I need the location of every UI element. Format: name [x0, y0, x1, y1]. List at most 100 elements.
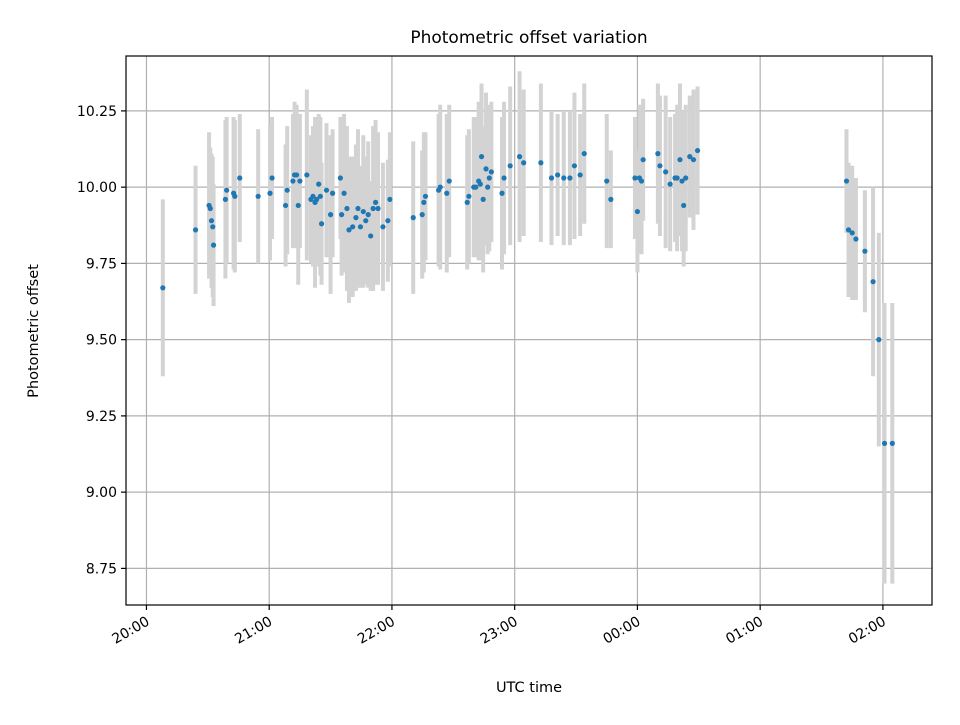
data-point	[485, 184, 491, 190]
data-point	[446, 178, 452, 184]
y-tick-label: 9.75	[86, 256, 117, 272]
data-point	[876, 337, 882, 343]
data-point	[477, 181, 483, 187]
data-point	[632, 175, 638, 181]
x-axis-label: UTC time	[496, 680, 562, 696]
data-point	[561, 175, 567, 181]
data-point	[567, 175, 573, 181]
data-point	[604, 178, 610, 184]
data-point	[365, 212, 371, 218]
data-point	[314, 196, 320, 202]
data-point	[317, 193, 323, 199]
data-point	[304, 172, 310, 178]
data-point	[677, 157, 683, 163]
data-point	[341, 190, 347, 196]
data-point	[208, 218, 215, 224]
data-point	[297, 178, 303, 184]
data-point	[330, 190, 336, 196]
y-tick-label: 10.25	[77, 104, 117, 120]
data-point	[327, 212, 334, 218]
data-point	[360, 208, 366, 215]
data-point	[210, 224, 216, 230]
data-point	[657, 163, 663, 169]
data-point	[422, 193, 429, 199]
data-point	[507, 163, 513, 169]
data-point	[290, 178, 296, 184]
data-point	[192, 227, 199, 233]
data-point	[368, 233, 374, 239]
data-point	[363, 218, 369, 224]
data-point	[638, 178, 645, 184]
y-tick-label: 10.00	[77, 180, 117, 196]
data-point	[267, 190, 273, 196]
data-point	[870, 279, 876, 285]
data-point	[667, 181, 673, 187]
data-point	[370, 205, 376, 212]
data-point	[478, 154, 485, 160]
data-point	[516, 154, 523, 160]
data-point	[655, 151, 661, 157]
data-point	[486, 175, 492, 181]
data-point	[889, 440, 895, 446]
data-point	[375, 205, 381, 212]
data-point	[845, 227, 852, 233]
data-point	[419, 212, 425, 218]
chart-title: Photometric offset variation	[410, 28, 647, 48]
data-point	[387, 196, 393, 202]
data-point	[323, 187, 330, 193]
data-point	[681, 202, 687, 209]
data-point	[294, 172, 300, 178]
data-point	[207, 205, 213, 212]
data-point	[385, 218, 391, 224]
data-point	[501, 175, 507, 181]
data-point	[679, 178, 685, 184]
data-point	[683, 175, 689, 181]
data-point	[853, 236, 859, 242]
data-point	[690, 157, 697, 163]
data-point	[355, 205, 361, 212]
data-point	[521, 160, 527, 166]
data-point	[410, 215, 416, 221]
data-point	[634, 208, 641, 215]
data-point	[548, 175, 555, 181]
y-tick-label: 9.50	[86, 333, 117, 349]
data-point	[255, 193, 261, 199]
data-point	[862, 248, 868, 254]
data-point	[663, 169, 669, 175]
data-point	[694, 147, 701, 154]
data-point	[237, 175, 243, 181]
data-point	[357, 224, 364, 230]
data-point	[344, 205, 350, 212]
y-tick-label: 9.00	[86, 485, 117, 501]
data-point	[571, 163, 578, 169]
data-point	[881, 440, 888, 446]
data-point	[577, 172, 583, 178]
data-point	[483, 166, 489, 172]
data-point	[608, 196, 614, 202]
data-point	[372, 199, 379, 205]
data-point	[421, 199, 427, 205]
y-tick-label: 8.75	[86, 561, 117, 577]
data-point	[318, 221, 325, 227]
data-point	[210, 242, 217, 248]
data-point	[222, 196, 229, 202]
y-axis-label: Photometric offset	[26, 264, 42, 398]
data-point	[380, 224, 386, 230]
data-point	[316, 181, 322, 187]
data-point	[473, 184, 479, 190]
data-point	[849, 230, 855, 236]
data-point	[232, 193, 238, 199]
data-point	[538, 160, 544, 166]
data-point	[353, 215, 359, 221]
data-point	[295, 202, 301, 209]
data-point	[160, 285, 166, 291]
data-point	[640, 157, 646, 163]
data-point	[284, 187, 290, 193]
data-points	[160, 147, 895, 446]
data-point	[350, 224, 356, 230]
data-point	[687, 154, 693, 160]
y-tick-label: 9.25	[86, 409, 117, 425]
data-point	[843, 178, 850, 184]
